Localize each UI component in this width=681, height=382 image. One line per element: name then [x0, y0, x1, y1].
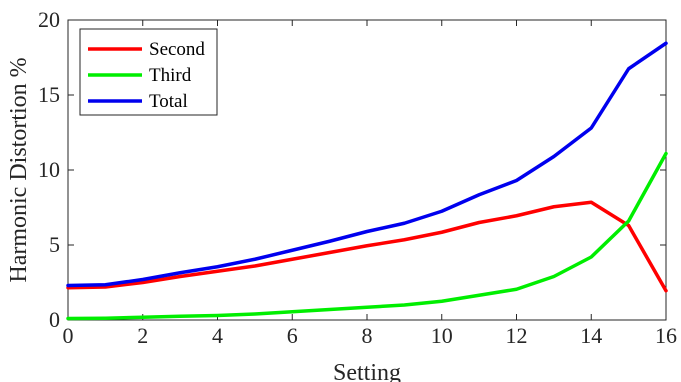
y-axis-label: Harmonic Distortion %	[6, 57, 32, 282]
y-tick-label: 10	[38, 157, 60, 182]
series-lines	[66, 41, 668, 321]
x-tick-label: 10	[431, 323, 453, 348]
x-tick-label: 12	[506, 323, 528, 348]
y-tick-label: 5	[49, 232, 60, 257]
series-line-total	[66, 41, 668, 288]
legend-label-third: Third	[149, 65, 192, 86]
legend-label-total: Total	[149, 91, 188, 112]
y-tick-label: 20	[38, 7, 60, 32]
y-tick-label: 15	[38, 82, 60, 107]
axis-tick-labels: 0 2 4 6 8 10 12 14 16 0 5 10 15 20	[38, 7, 677, 348]
x-tick-label: 6	[287, 323, 298, 348]
y-tick-label: 0	[49, 307, 60, 332]
x-tick-label: 0	[63, 323, 74, 348]
legend-label-second: Second	[149, 39, 205, 60]
x-tick-label: 4	[212, 323, 223, 348]
x-tick-label: 8	[362, 323, 373, 348]
x-tick-label: 2	[137, 323, 148, 348]
legend: Second Third Total	[79, 28, 218, 116]
series-line-third	[66, 151, 668, 321]
x-tick-label: 14	[580, 323, 602, 348]
series-line-second	[66, 200, 668, 293]
x-tick-label: 16	[655, 323, 677, 348]
x-axis-label: Setting	[333, 360, 401, 382]
